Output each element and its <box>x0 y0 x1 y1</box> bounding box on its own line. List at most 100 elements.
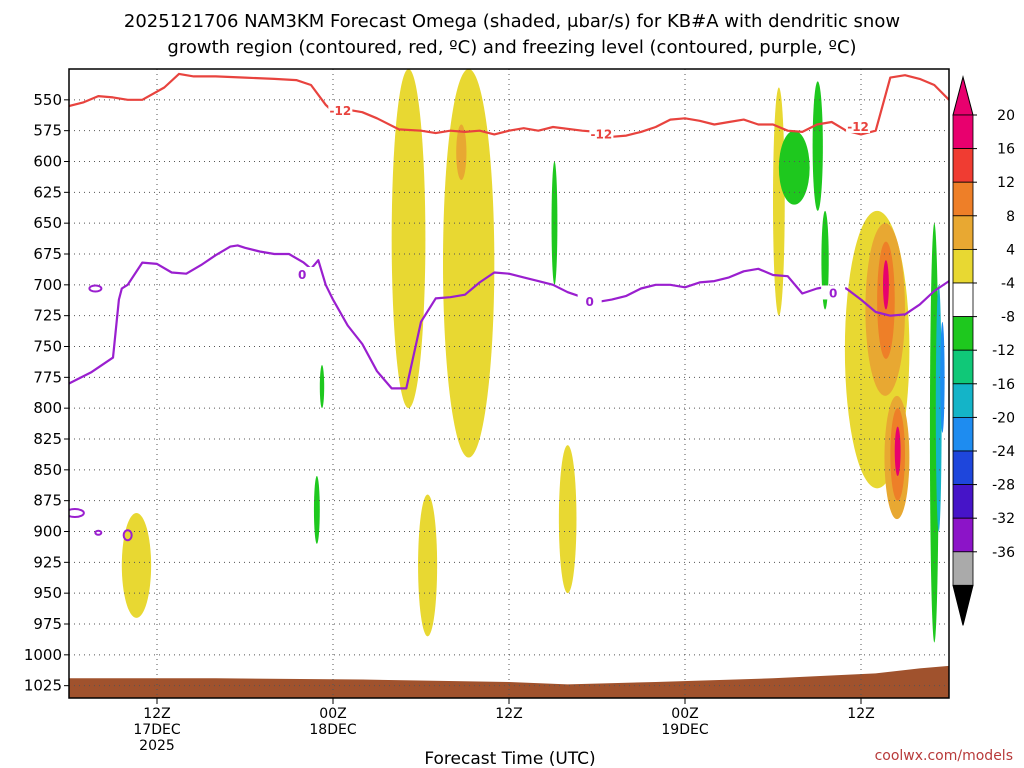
colorbar-label-12: -32 <box>992 511 1015 527</box>
x-tick-label-18-1: 00Z <box>319 706 346 722</box>
x-axis-label: Forecast Time (UTC) <box>424 749 595 768</box>
colorbar-swatch-10 <box>952 450 974 485</box>
y-tick-label-675: 675 <box>33 245 62 263</box>
omega-region-16 <box>883 260 889 310</box>
omega-region-12 <box>821 210 829 310</box>
y-tick-label-900: 900 <box>33 523 62 541</box>
y-tick-label-825: 825 <box>33 430 62 448</box>
colorbar-label-13: -36 <box>992 545 1015 561</box>
y-tick-label-950: 950 <box>33 584 62 602</box>
colorbar-swatch-6 <box>952 316 974 351</box>
y-tick-label-850: 850 <box>33 461 62 479</box>
omega-region-3 <box>418 494 438 637</box>
contour-label-0-2: -12 <box>847 120 869 134</box>
colorbar-swatch-7 <box>952 349 974 385</box>
colorbar-label-0: 20 <box>997 108 1015 124</box>
credit-text: coolwx.com/models <box>875 748 1013 764</box>
omega-region-5 <box>558 445 577 594</box>
colorbar-swatch-12 <box>952 517 974 553</box>
freezing-level-loop-3 <box>94 529 103 536</box>
colorbar-label-9: -20 <box>992 410 1015 426</box>
terrain-fill <box>69 665 949 698</box>
x-tick-label-42-1: 00Z <box>671 706 698 722</box>
x-tick-label-6-2: 17DEC <box>133 722 180 738</box>
colorbar-bottom-arrow <box>952 584 974 626</box>
contour-label-bg-0-2 <box>846 118 871 133</box>
omega-region-7 <box>319 365 325 409</box>
omega-region-9 <box>773 87 785 316</box>
colorbar-swatch-13 <box>952 551 974 586</box>
colorbar-swatch-5 <box>952 282 974 317</box>
contour-label-bg-0-0 <box>328 102 353 117</box>
x-tick-label-30-1: 12Z <box>495 706 522 722</box>
y-tick-label-575: 575 <box>33 122 62 140</box>
contour-line-0 <box>69 72 949 138</box>
x-tick-label-18-2: 18DEC <box>309 722 356 738</box>
contour-label-bg-0-1 <box>589 126 614 141</box>
colorbar-label-11: -28 <box>992 478 1015 494</box>
omega-region-1 <box>443 69 495 458</box>
plot-area: -12 -12 -12 0 0 0 <box>69 69 949 698</box>
omega-region-10 <box>778 130 810 205</box>
x-tick-label-42-2: 19DEC <box>661 722 708 738</box>
gridlines <box>69 69 949 698</box>
chart-title-line-1: 2025121706 NAM3KM Forecast Omega (shaded… <box>124 11 900 32</box>
colorbar-label-2: 12 <box>997 175 1015 191</box>
freezing-level-loop-1 <box>88 284 103 293</box>
y-tick-label-750: 750 <box>33 338 62 356</box>
contour-line-1 <box>69 244 949 390</box>
contour-label-1-1: 0 <box>585 295 593 309</box>
omega-region-2 <box>456 124 467 180</box>
colorbar-top-arrow <box>952 75 974 116</box>
colorbar-swatch-2 <box>952 181 974 217</box>
colorbar-label-4: 4 <box>1006 242 1015 258</box>
contour-label-bg-1-0 <box>290 266 315 281</box>
colorbar-label-8: -16 <box>992 377 1015 393</box>
contour-label-0-0: -12 <box>329 104 351 118</box>
colorbar-label-5: -4 <box>1001 276 1015 292</box>
y-tick-label-1025: 1025 <box>24 677 62 695</box>
colorbar-swatch-0 <box>952 114 974 149</box>
omega-region-4 <box>121 513 152 618</box>
contour-lines: -12 -12 -12 0 0 0 <box>69 72 949 542</box>
y-tick-label-725: 725 <box>33 307 62 325</box>
y-tick-label-650: 650 <box>33 214 62 232</box>
y-tick-label-775: 775 <box>33 368 62 386</box>
terrain-layer <box>69 665 949 698</box>
colorbar-label-3: 8 <box>1006 209 1015 225</box>
chart-title-line-2: growth region (contoured, red, ºC) and f… <box>167 37 856 58</box>
omega-region-8 <box>313 476 320 544</box>
omega-region-19 <box>894 426 901 477</box>
contour-label-1-2: 0 <box>829 286 837 300</box>
omega-region-11 <box>812 81 823 211</box>
colorbar-swatch-4 <box>952 248 974 284</box>
colorbar-label-10: -24 <box>992 444 1015 460</box>
colorbar-label-6: -8 <box>1001 310 1015 326</box>
contour-label-bg-1-2 <box>821 285 846 300</box>
y-tick-label-550: 550 <box>33 91 62 109</box>
contour-label-0-1: -12 <box>591 127 613 141</box>
colorbar-label-1: 16 <box>997 142 1015 158</box>
colorbar-swatch-11 <box>952 484 974 519</box>
x-tick-label-6-1: 12Z <box>143 706 170 722</box>
colorbar-label-7: -12 <box>992 343 1015 359</box>
y-tick-label-600: 600 <box>33 153 62 171</box>
colorbar-legend: 20 16 12 8 4 -4 -8 -12 -16 -20 -24 -28 -32 -36 <box>952 75 1015 626</box>
y-tick-label-800: 800 <box>33 399 62 417</box>
y-tick-label-1000: 1000 <box>24 646 62 664</box>
y-tick-label-875: 875 <box>33 492 62 510</box>
omega-region-22 <box>940 321 945 433</box>
x-tick-label-54-1: 12Z <box>847 706 874 722</box>
contour-label-1-0: 0 <box>298 268 306 282</box>
omega-region-0 <box>391 69 426 409</box>
colorbar-swatch-3 <box>952 215 974 250</box>
y-tick-label-625: 625 <box>33 183 62 201</box>
contour-label-bg-1-1 <box>577 294 602 309</box>
y-tick-label-700: 700 <box>33 276 62 294</box>
y-tick-label-975: 975 <box>33 615 62 633</box>
freezing-level-loop-2 <box>69 508 85 518</box>
colorbar-swatch-9 <box>952 416 974 452</box>
y-axis: 550 575 600 625 650 675 700 725 750 775 800 825 850 8… <box>24 91 69 695</box>
